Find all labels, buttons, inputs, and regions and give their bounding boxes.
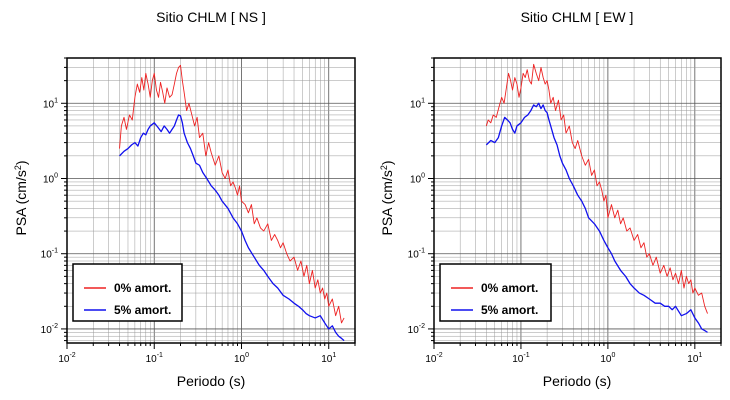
chart-title: Sitio CHLM [ NS ] [156, 9, 266, 25]
legend-frame [72, 263, 183, 322]
tick-exponent: -1 [419, 248, 425, 255]
y-axis-label-tail: ) [379, 160, 395, 165]
plot-frame [433, 57, 722, 344]
y-tick-label: 100 [410, 172, 425, 185]
x-tick-label: 10-1 [146, 352, 163, 365]
y-axis-label-base: PSA (cm/s [379, 170, 395, 235]
tick-base: 10 [425, 354, 437, 365]
tick-exponent: 0 [611, 352, 615, 359]
tick-exponent: 1 [332, 352, 336, 359]
tick-exponent: -1 [157, 352, 163, 359]
tick-base: 10 [408, 250, 420, 261]
y-axis-label-tail: ) [13, 160, 29, 165]
series-line-amort-0 [485, 63, 708, 314]
legend-label-0: 0% amort. [481, 281, 538, 295]
x-tick-labels: 10-2 10-1 100 101 [58, 352, 336, 365]
tick-base: 10 [146, 354, 158, 365]
tick-base: 10 [43, 99, 55, 110]
legend: 0% amort. 5% amort. [72, 263, 183, 322]
chart-ns: Sitio CHLM [ NS ] 10-2 10-1 100 101 10-210-… [13, 9, 356, 389]
y-tick-label: 10-2 [41, 323, 58, 336]
tick-base: 10 [321, 354, 333, 365]
tick-exponent: 0 [421, 172, 425, 179]
tick-exponent: -2 [419, 323, 425, 330]
y-axis-label-sup: 2 [13, 165, 23, 170]
y-axis-label-sup: 2 [379, 165, 389, 170]
series-group [119, 64, 345, 342]
tick-exponent: -2 [436, 352, 442, 359]
y-axis-label: PSA (cm/s2) [13, 160, 29, 235]
tick-exponent: 1 [421, 97, 425, 104]
tick-exponent: 1 [54, 97, 58, 104]
series-group [485, 63, 708, 333]
legend-label-0: 0% amort. [114, 281, 171, 295]
tick-base: 10 [234, 354, 246, 365]
x-tick-label: 101 [687, 352, 702, 365]
tick-base: 10 [687, 354, 699, 365]
tick-exponent: -1 [52, 248, 58, 255]
y-tick-label: 10-1 [41, 248, 58, 261]
tick-base: 10 [410, 99, 422, 110]
y-tick-label: 101 [43, 97, 58, 110]
tick-exponent: 0 [245, 352, 249, 359]
x-tick-labels: 10-2 10-1 100 101 [425, 352, 702, 365]
x-tick-label: 101 [321, 352, 336, 365]
series-line-amort-0 [119, 64, 345, 324]
y-axis-label-base: PSA (cm/s [13, 170, 29, 235]
tick-exponent: -2 [69, 352, 75, 359]
chart-title: Sitio CHLM [ EW ] [521, 9, 634, 25]
tick-base: 10 [600, 354, 612, 365]
tick-base: 10 [408, 325, 420, 336]
tick-marks [61, 57, 356, 349]
y-tick-label: 10-1 [408, 248, 425, 261]
x-tick-label: 10-2 [58, 352, 75, 365]
tick-exponent: -1 [523, 352, 529, 359]
x-tick-label: 10-1 [512, 352, 529, 365]
y-tick-label: 100 [43, 172, 58, 185]
legend: 0% amort. 5% amort. [439, 263, 552, 322]
tick-exponent: 1 [698, 352, 702, 359]
legend-frame [439, 263, 552, 322]
tick-base: 10 [410, 174, 422, 185]
x-axis-label: Periodo (s) [543, 373, 611, 389]
x-tick-label: 10-2 [425, 352, 442, 365]
tick-marks [428, 57, 722, 349]
tick-base: 10 [41, 325, 53, 336]
x-tick-label: 100 [234, 352, 249, 365]
tick-exponent: 0 [54, 172, 58, 179]
legend-label-1: 5% amort. [114, 303, 171, 317]
x-tick-label: 100 [600, 352, 615, 365]
y-tick-label: 101 [410, 97, 425, 110]
plot-frame [66, 57, 356, 344]
series-line-amort-5 [485, 102, 708, 333]
tick-base: 10 [58, 354, 70, 365]
tick-base: 10 [43, 174, 55, 185]
y-axis-label: PSA (cm/s2) [379, 160, 395, 235]
tick-exponent: -2 [52, 323, 58, 330]
series-line-amort-5 [119, 114, 345, 342]
legend-label-1: 5% amort. [481, 303, 538, 317]
x-axis-label: Periodo (s) [177, 373, 245, 389]
tick-base: 10 [512, 354, 524, 365]
chart-ew: Sitio CHLM [ EW ] 10-2 10-1 100 101 10-210-… [379, 9, 722, 389]
tick-base: 10 [41, 250, 53, 261]
y-tick-label: 10-2 [408, 323, 425, 336]
